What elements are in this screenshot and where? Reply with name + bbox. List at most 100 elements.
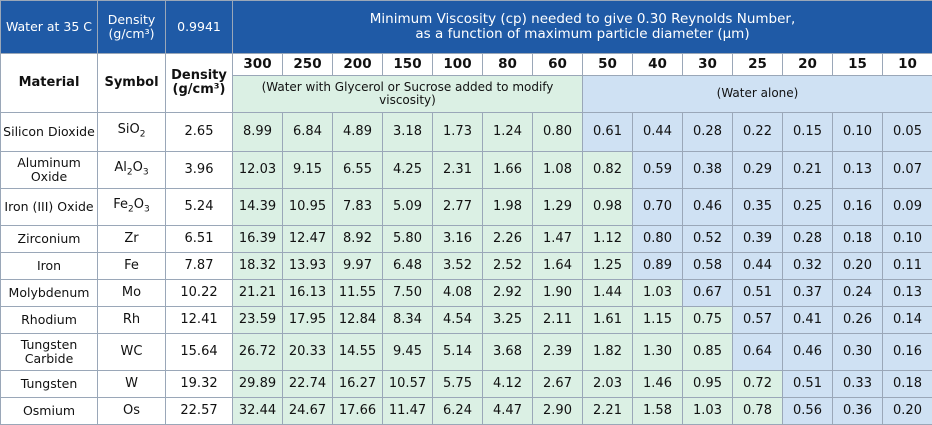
viscosity-cell: 26.72 <box>233 334 283 371</box>
viscosity-cell: 0.09 <box>883 189 932 226</box>
viscosity-cell: 16.13 <box>283 280 333 307</box>
viscosity-cell: 0.30 <box>833 334 883 371</box>
viscosity-cell: 2.21 <box>583 398 633 425</box>
viscosity-cell: 32.44 <box>233 398 283 425</box>
viscosity-cell: 0.80 <box>633 226 683 253</box>
viscosity-cell: 0.38 <box>683 152 733 189</box>
viscosity-cell: 14.39 <box>233 189 283 226</box>
viscosity-cell: 0.18 <box>883 371 932 398</box>
viscosity-cell: 0.51 <box>733 280 783 307</box>
material-cell: Silicon Dioxide <box>1 113 98 152</box>
diameter-header: 300 <box>233 54 283 76</box>
symbol-cell: Fe <box>98 253 166 280</box>
diameter-header: 150 <box>383 54 433 76</box>
symbol-cell: Zr <box>98 226 166 253</box>
viscosity-cell: 6.48 <box>383 253 433 280</box>
table-title-line-1: Minimum Viscosity (cp) needed to give 0.… <box>235 12 930 27</box>
viscosity-cell: 14.55 <box>333 334 383 371</box>
viscosity-cell: 1.03 <box>633 280 683 307</box>
viscosity-cell: 12.03 <box>233 152 283 189</box>
viscosity-cell: 2.39 <box>533 334 583 371</box>
viscosity-cell: 0.07 <box>883 152 932 189</box>
viscosity-cell: 1.58 <box>633 398 683 425</box>
viscosity-cell: 0.75 <box>683 307 733 334</box>
water-temp-header: Water at 35 C <box>1 1 98 54</box>
viscosity-cell: 1.03 <box>683 398 733 425</box>
viscosity-cell: 0.46 <box>683 189 733 226</box>
diameter-header: 80 <box>483 54 533 76</box>
diameter-header: 250 <box>283 54 333 76</box>
viscosity-cell: 5.75 <box>433 371 483 398</box>
viscosity-cell: 0.28 <box>683 113 733 152</box>
viscosity-cell: 3.52 <box>433 253 483 280</box>
viscosity-cell: 0.80 <box>533 113 583 152</box>
viscosity-cell: 10.57 <box>383 371 433 398</box>
viscosity-cell: 4.12 <box>483 371 533 398</box>
viscosity-cell: 4.54 <box>433 307 483 334</box>
viscosity-cell: 24.67 <box>283 398 333 425</box>
viscosity-cell: 0.15 <box>783 113 833 152</box>
density-cell: 19.32 <box>166 371 233 398</box>
material-cell: Tungsten Carbide <box>1 334 98 371</box>
viscosity-cell: 0.20 <box>883 398 932 425</box>
viscosity-cell: 0.29 <box>733 152 783 189</box>
viscosity-cell: 10.95 <box>283 189 333 226</box>
viscosity-cell: 1.98 <box>483 189 533 226</box>
viscosity-cell: 0.28 <box>783 226 833 253</box>
viscosity-cell: 0.89 <box>633 253 683 280</box>
viscosity-cell: 1.08 <box>533 152 583 189</box>
material-cell: Iron <box>1 253 98 280</box>
viscosity-cell: 2.77 <box>433 189 483 226</box>
viscosity-cell: 0.58 <box>683 253 733 280</box>
viscosity-cell: 2.67 <box>533 371 583 398</box>
viscosity-cell: 1.15 <box>633 307 683 334</box>
viscosity-cell: 21.21 <box>233 280 283 307</box>
viscosity-cell: 0.70 <box>633 189 683 226</box>
viscosity-cell: 12.47 <box>283 226 333 253</box>
viscosity-cell: 3.16 <box>433 226 483 253</box>
viscosity-cell: 8.34 <box>383 307 433 334</box>
viscosity-cell: 3.18 <box>383 113 433 152</box>
viscosity-cell: 5.09 <box>383 189 433 226</box>
viscosity-cell: 0.13 <box>833 152 883 189</box>
viscosity-cell: 1.29 <box>533 189 583 226</box>
viscosity-cell: 16.27 <box>333 371 383 398</box>
diameter-header: 60 <box>533 54 583 76</box>
viscosity-cell: 13.93 <box>283 253 333 280</box>
viscosity-cell: 0.85 <box>683 334 733 371</box>
diameter-header: 30 <box>683 54 733 76</box>
viscosity-cell: 0.67 <box>683 280 733 307</box>
glycerol-note: (Water with Glycerol or Sucrose added to… <box>233 76 583 113</box>
viscosity-cell: 11.55 <box>333 280 383 307</box>
viscosity-cell: 0.82 <box>583 152 633 189</box>
diameter-header: 100 <box>433 54 483 76</box>
viscosity-cell: 2.31 <box>433 152 483 189</box>
viscosity-cell: 1.46 <box>633 371 683 398</box>
viscosity-cell: 8.92 <box>333 226 383 253</box>
symbol-cell: Al2O3 <box>98 152 166 189</box>
viscosity-cell: 0.64 <box>733 334 783 371</box>
viscosity-cell: 2.03 <box>583 371 633 398</box>
diameter-header: 200 <box>333 54 383 76</box>
viscosity-cell: 0.78 <box>733 398 783 425</box>
viscosity-cell: 0.24 <box>833 280 883 307</box>
viscosity-cell: 1.82 <box>583 334 633 371</box>
material-cell: Zirconium <box>1 226 98 253</box>
viscosity-cell: 6.24 <box>433 398 483 425</box>
viscosity-cell: 0.59 <box>633 152 683 189</box>
material-cell: Rhodium <box>1 307 98 334</box>
viscosity-cell: 6.55 <box>333 152 383 189</box>
viscosity-cell: 7.50 <box>383 280 433 307</box>
table-title-line-2: as a function of maximum particle diamet… <box>235 27 930 42</box>
viscosity-cell: 20.33 <box>283 334 333 371</box>
viscosity-cell: 1.44 <box>583 280 633 307</box>
density-unit-header: Density (g/cm³) <box>98 1 166 54</box>
